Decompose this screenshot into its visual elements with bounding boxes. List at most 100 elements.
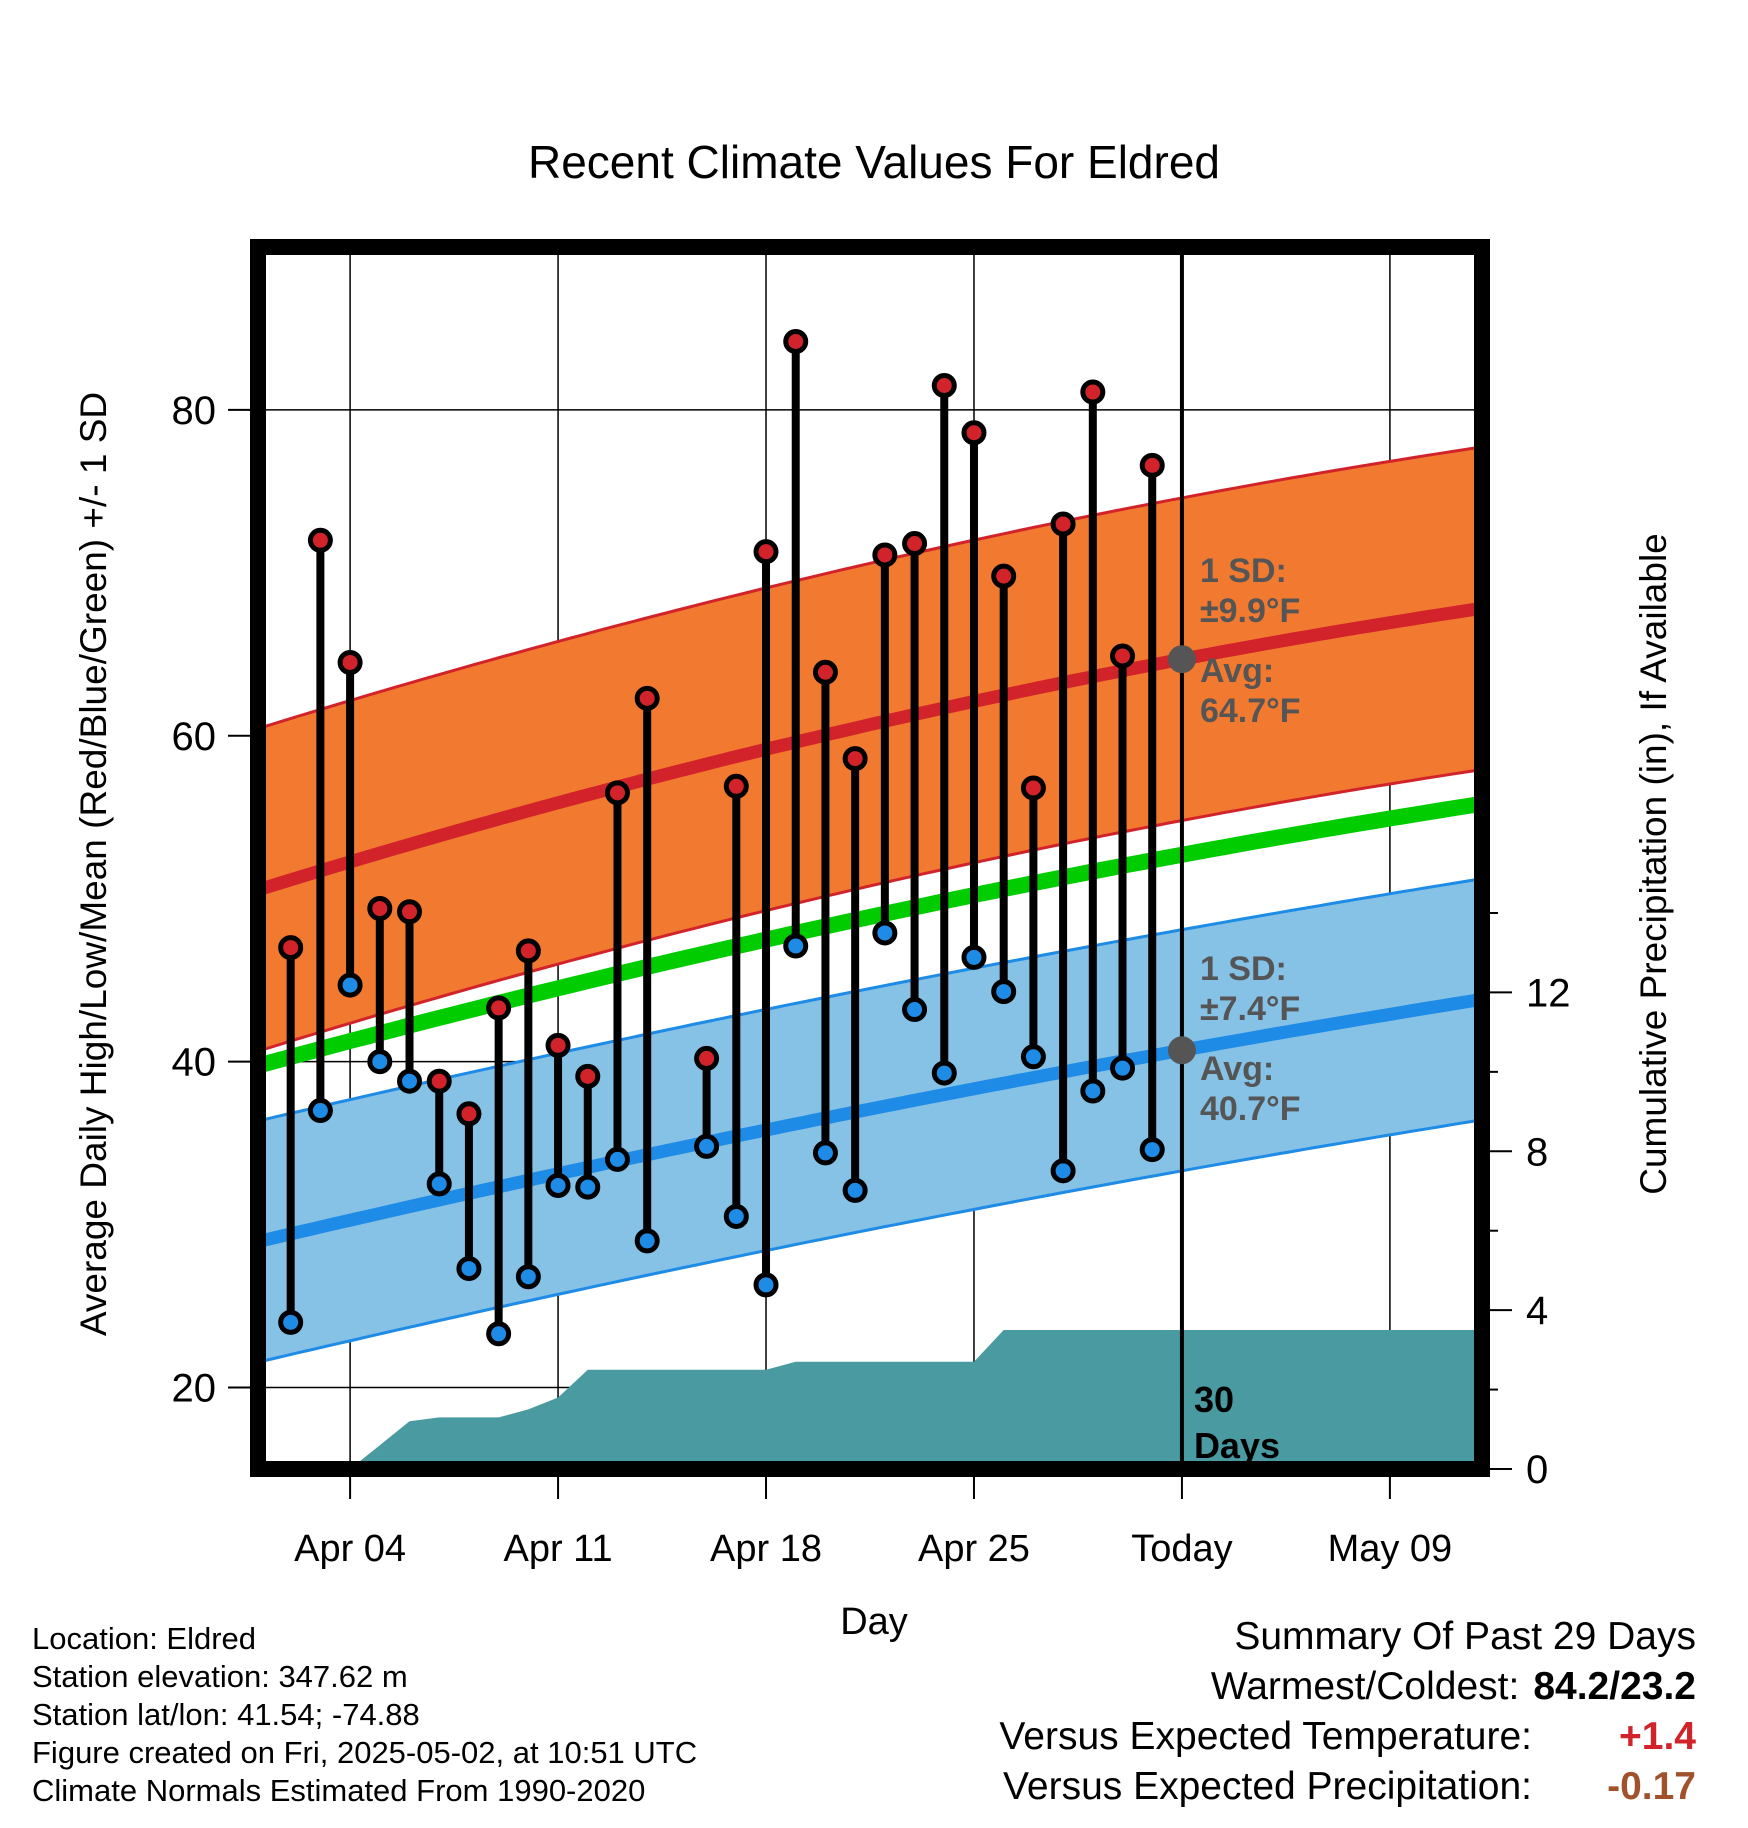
daily-high-point [634, 685, 660, 711]
daily-low-point [694, 1133, 720, 1159]
daily-low-point [991, 979, 1017, 1005]
low-avg-annotation-line: Avg: [1200, 1050, 1274, 1088]
low-sd-annotation-line: ±7.4°F [1200, 990, 1300, 1028]
daily-high-point [961, 420, 987, 446]
x-tick-label: May 09 [1328, 1528, 1453, 1570]
temp-anomaly-value: +1.4 [1619, 1715, 1696, 1758]
daily-low-point [515, 1264, 541, 1290]
plot-frame [250, 239, 1490, 1477]
temp-anomaly-label: Versus Expected Temperature: [999, 1715, 1532, 1758]
station-info: Location: Eldred Station elevation: 347.… [32, 1620, 697, 1810]
daily-high-point [694, 1045, 720, 1071]
daily-high-point [486, 995, 512, 1021]
daily-high-point [991, 563, 1017, 589]
normals-text: Climate Normals Estimated From 1990-2020 [32, 1773, 646, 1808]
daily-low-point [812, 1140, 838, 1166]
high-sd-annotation-line: ±9.9°F [1200, 592, 1300, 630]
daily-low-point [575, 1174, 601, 1200]
daily-high-point [931, 372, 957, 398]
warmest-coldest-value: 84.2/23.2 [1533, 1665, 1696, 1708]
precip-area [350, 1330, 1480, 1469]
warmest-coldest-row: Warmest/Coldest: 84.2/23.2 [999, 1662, 1696, 1712]
daily-high-point [367, 896, 393, 922]
low-band [258, 878, 1482, 1363]
low-avg-annotation-line: 40.7°F [1200, 1090, 1301, 1128]
daily-high-point [456, 1101, 482, 1127]
daily-high-point [515, 938, 541, 964]
daily-low-point [1050, 1158, 1076, 1184]
daily-low-point [337, 972, 363, 998]
x-tick-label: Apr 25 [918, 1528, 1030, 1570]
daily-low-point [367, 1049, 393, 1075]
high-sd-annotation-line: 1 SD: [1200, 552, 1287, 590]
y-axis-label: Average Daily High/Low/Mean (Red/Blue/Gr… [73, 392, 114, 1336]
high-avg-annotation-line: 64.7°F [1200, 692, 1301, 730]
daily-high-point [753, 539, 779, 565]
daily-low-point [931, 1060, 957, 1086]
y2-tick-label: 4 [1526, 1289, 1548, 1333]
today-days-label: Days [1194, 1425, 1280, 1466]
daily-high-point [902, 531, 928, 557]
high-normal-line [258, 601, 1482, 897]
daily-high-point [1050, 511, 1076, 537]
daily-high-point [426, 1068, 452, 1094]
precip-anomaly-label: Versus Expected Precipitation: [1003, 1765, 1532, 1808]
daily-high-point [337, 649, 363, 675]
high-band-upper-edge [258, 445, 1482, 731]
daily-low-point [397, 1068, 423, 1094]
daily-high-point [1080, 379, 1106, 405]
daily-low-point [278, 1309, 304, 1335]
summary-title: Summary Of Past 29 Days [1234, 1615, 1696, 1658]
low-band-upper-edge [258, 877, 1482, 1123]
daily-low-point [1139, 1137, 1165, 1163]
y2-tick-label: 12 [1526, 971, 1571, 1015]
summary-panel: Summary Of Past 29 Days Warmest/Coldest:… [999, 1612, 1696, 1812]
daily-high-point [575, 1063, 601, 1089]
daily-low-point [783, 933, 809, 959]
daily-high-point [1020, 775, 1046, 801]
today-days-label: 30 [1194, 1379, 1234, 1420]
low-normal-line [258, 992, 1482, 1248]
y2-tick-label: 0 [1526, 1448, 1548, 1492]
daily-low-point [1110, 1055, 1136, 1081]
daily-high-point [1139, 452, 1165, 478]
temp-anomaly-row: Versus Expected Temperature: +1.4 [999, 1712, 1696, 1762]
daily-high-point [783, 329, 809, 355]
daily-low-point [961, 944, 987, 970]
high-avg-annotation-line: Avg: [1200, 652, 1274, 690]
mean-normal-line [258, 795, 1482, 1074]
created-text: Figure created on Fri, 2025-05-02, at 10… [32, 1735, 698, 1770]
daily-high-point [278, 935, 304, 961]
daily-low-point [456, 1256, 482, 1282]
daily-low-point [753, 1272, 779, 1298]
y-tick-label: 60 [172, 715, 217, 759]
daily-high-point [397, 899, 423, 925]
daily-low-point [307, 1098, 333, 1124]
daily-low-point [872, 920, 898, 946]
daily-low-point [902, 997, 928, 1023]
x-axis-label: Day [840, 1601, 908, 1643]
high-band [258, 447, 1482, 1052]
today-high-marker [1167, 645, 1196, 674]
daily-low-point [604, 1146, 630, 1172]
daily-low-point [426, 1171, 452, 1197]
y-tick-label: 80 [172, 389, 217, 433]
daily-low-point [723, 1203, 749, 1229]
daily-high-point [1110, 643, 1136, 669]
daily-low-point [545, 1172, 571, 1198]
y2-tick-label: 8 [1526, 1130, 1548, 1174]
y-tick-label: 20 [172, 1367, 217, 1411]
daily-low-point [1020, 1044, 1046, 1070]
low-sd-annotation-line: 1 SD: [1200, 950, 1287, 988]
x-tick-label: Apr 18 [710, 1528, 822, 1570]
daily-low-point [1080, 1078, 1106, 1104]
daily-high-point [812, 659, 838, 685]
low-band-lower-edge [258, 1118, 1482, 1364]
x-tick-label: Apr 04 [294, 1528, 406, 1570]
x-tick-label: Today [1131, 1528, 1232, 1570]
y2-axis-label: Cumulative Precipitation (in), If Availa… [1633, 533, 1674, 1195]
today-low-marker [1167, 1036, 1196, 1065]
daily-high-point [307, 527, 333, 553]
